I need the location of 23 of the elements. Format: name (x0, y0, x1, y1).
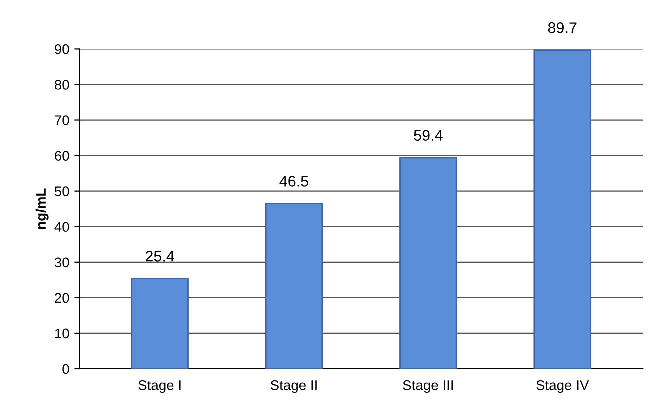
y-tick-label: 10 (55, 328, 70, 339)
bar (131, 278, 189, 369)
x-tick-label: Stage I (138, 380, 181, 394)
bar (400, 157, 458, 369)
x-tick-label: Stage II (270, 380, 317, 394)
y-tick-label: 70 (55, 116, 70, 126)
data-label: 25.4 (146, 251, 174, 262)
y-tick-label: 20 (55, 293, 70, 304)
y-tick-label: 90 (55, 44, 70, 54)
data-label: 89.7 (548, 22, 577, 34)
bar (265, 203, 324, 369)
y-tick-label: 60 (55, 151, 70, 161)
y-tick-label: 50 (54, 186, 70, 197)
x-tick-label: Stage IV (536, 380, 590, 394)
data-label: 46.5 (280, 176, 308, 187)
y-tick-label: 80 (54, 80, 70, 90)
y-tick-label: 40 (54, 222, 70, 232)
y-axis-title: ng/mL (36, 188, 49, 230)
bar (534, 50, 592, 369)
y-tick-label: 0 (62, 364, 70, 374)
y-tick-label: 30 (54, 258, 70, 268)
data-label: 59.4 (414, 130, 443, 142)
x-tick-label: Stage III (403, 380, 454, 394)
